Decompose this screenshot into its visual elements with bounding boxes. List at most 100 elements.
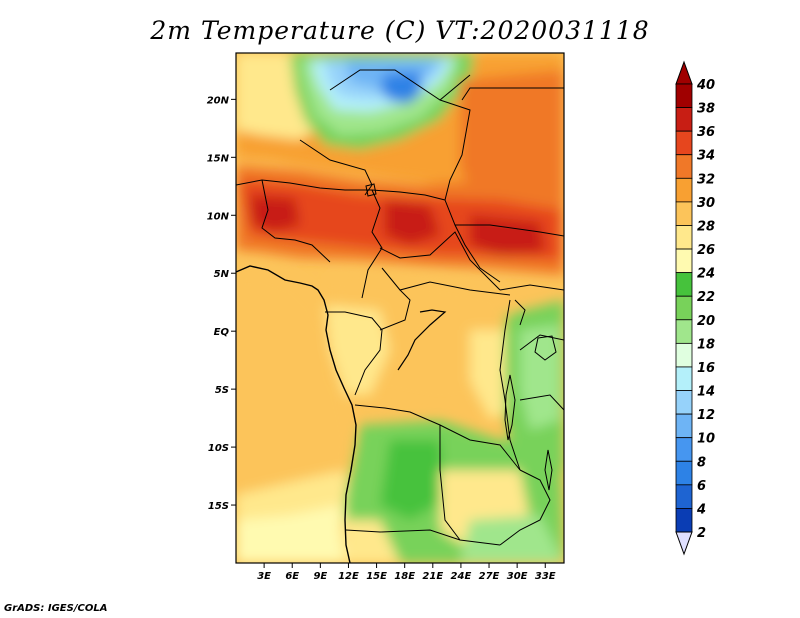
border-ssudan-uganda (499, 284, 564, 291)
field-south-light-green (460, 515, 564, 563)
field-ocean (236, 270, 355, 525)
lat-tick-label: 5N (214, 269, 230, 280)
lat-tick-label: 10N (207, 211, 230, 222)
colorbar-level-label: 18 (697, 337, 715, 352)
colorbar-level-label: 8 (697, 455, 706, 470)
border-east-small (519, 394, 564, 411)
colorbar-level-label: 14 (697, 385, 715, 400)
lon-tick-label: 27E (479, 571, 500, 582)
coastline (236, 265, 357, 563)
field-east-highlands-light (520, 325, 560, 430)
border-niger-chad (439, 99, 471, 201)
colorbar-swatch (675, 248, 693, 274)
border-namibia (345, 529, 501, 546)
lon-tick-label: 9E (313, 571, 327, 582)
colorbar-level-label: 6 (697, 479, 706, 494)
longitude-axis: 3E 6E 9E 12E 15E 18E 21E 24E 27E 30E 33E (257, 563, 556, 582)
colorbar-level-label: 10 (697, 432, 715, 447)
colorbar-over-triangle (675, 60, 693, 85)
colorbar-swatch (675, 413, 693, 439)
map-title: 2m Temperature (C) VT:2020031118 (150, 16, 650, 45)
plot-frame (235, 52, 565, 564)
colorbar-level-label: 34 (697, 149, 715, 164)
latitude-axis: 20N 15N 10N 5N EQ 5S 10S 15S (207, 95, 236, 512)
colorbar-swatch (675, 130, 693, 156)
border-nigeria-north (261, 179, 331, 263)
border-west-sahel (236, 179, 446, 201)
colorbar-level-label: 4 (696, 502, 706, 517)
field-gabon-pale (325, 305, 390, 395)
colorbar-under-triangle (675, 531, 693, 556)
colorbar-swatch (675, 295, 693, 321)
border-sudan-south (455, 224, 564, 237)
border-zambia-east (499, 469, 551, 546)
colorbar-swatch (675, 390, 693, 415)
border-drc-west (379, 289, 411, 331)
lat-tick-label: EQ (214, 327, 230, 338)
lake-victoria (534, 335, 557, 361)
colorbar-level-label: 38 (697, 102, 715, 117)
border-drc-east (499, 299, 521, 471)
grads-credit: GrADS: IGES/COLA (4, 603, 108, 614)
lon-tick-label: 18E (394, 571, 415, 582)
lon-tick-label: 12E (338, 571, 359, 582)
colorbar-swatch (675, 177, 693, 203)
lake-malawi (544, 449, 553, 491)
lat-tick-label: 10S (208, 443, 229, 454)
field-angola-darkgreen (380, 440, 445, 520)
border-mali-niger (299, 139, 373, 196)
field-sahel-core-central (385, 200, 440, 245)
lat-tick-label: 20N (207, 95, 230, 106)
field-sahara-darkblue (380, 72, 422, 104)
colorbar-swatch (675, 107, 693, 132)
lon-tick-label: 33E (535, 571, 556, 582)
colorbar-level-label: 12 (697, 408, 715, 423)
colorbar-level-label: 22 (697, 290, 715, 305)
lon-tick-label: 15E (366, 571, 387, 582)
colorbar-swatch (675, 508, 693, 533)
colorbar-swatch (675, 342, 693, 368)
colorbar-level-label: 36 (697, 125, 715, 140)
colorbar-level-label: 30 (697, 196, 715, 211)
colorbar-level-label: 26 (697, 243, 715, 258)
colorbar-swatch (675, 319, 693, 344)
field-ocean-sw-paler (236, 505, 345, 563)
colorbar-level-label: 2 (697, 526, 706, 541)
colorbar-swatch (675, 225, 693, 250)
lon-tick-label: 6E (285, 571, 299, 582)
congo-river (397, 309, 447, 371)
border-chad-car (444, 199, 501, 283)
lat-tick-label: 5S (215, 385, 229, 396)
colorbar-level-label: 28 (697, 219, 715, 234)
colorbar-swatch (675, 83, 693, 108)
colorbar-swatch (675, 272, 693, 297)
lon-tick-label: 30E (507, 571, 528, 582)
lon-tick-label: 24E (451, 571, 472, 582)
colorbar-swatch (675, 366, 693, 391)
colorbar-swatch (675, 484, 693, 509)
border-tanzania (519, 334, 564, 351)
colorbar-level-label: 32 (697, 172, 715, 187)
colorbar-level-label: 40 (696, 78, 715, 93)
colorbar-swatch (675, 201, 693, 226)
lon-tick-label: 21E (422, 571, 443, 582)
colorbar-level-label: 24 (697, 267, 715, 282)
lat-tick-label: 15S (208, 501, 229, 512)
border-car-south (381, 267, 511, 296)
rwenzori-river (514, 299, 526, 326)
temperature-field (236, 53, 564, 563)
colorbar-level-label: 16 (697, 361, 715, 376)
colorbar-level-label: 20 (697, 314, 715, 329)
field-sahel-core-west (250, 195, 300, 232)
colorbar-swatch (675, 437, 693, 462)
colorbar-swatch (675, 154, 693, 179)
border-angola-zambia (439, 425, 461, 541)
border-libya-sudan (461, 87, 564, 101)
lake-tanganyika (504, 374, 516, 441)
lat-tick-label: 15N (207, 153, 230, 164)
border-nigeria-cameroon (361, 189, 383, 299)
lake-chad (365, 183, 377, 197)
border-car-drc (379, 231, 501, 291)
